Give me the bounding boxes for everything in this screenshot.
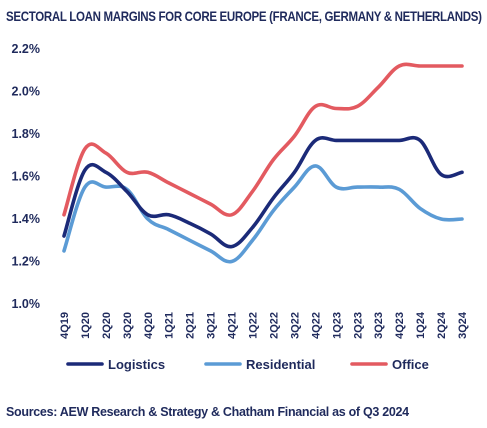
y-tick-label: 2.2%	[12, 42, 41, 56]
legend-label-residential: Residential	[246, 357, 315, 372]
legend: Logistics Residential Office	[66, 357, 429, 372]
x-tick-label: 1Q22	[248, 312, 260, 339]
y-tick-label: 1.8%	[12, 127, 41, 141]
x-tick-label: 2Q22	[268, 312, 280, 339]
y-tick-label: 1.4%	[12, 212, 41, 226]
x-tick-label: 3Q24	[457, 311, 469, 339]
y-tick-label: 1.2%	[12, 255, 41, 269]
x-tick-label: 3Q21	[206, 312, 218, 339]
legend-label-logistics: Logistics	[108, 357, 165, 372]
series-line-office	[62, 62, 464, 217]
y-axis: 1.0% 1.2% 1.4% 1.6% 1.8% 2.0% 2.2%	[12, 42, 41, 311]
x-tick-label: 2Q20	[101, 312, 113, 339]
x-tick-label: 3Q20	[122, 312, 134, 339]
source-note: Sources: AEW Research & Strategy & Chath…	[6, 405, 409, 419]
x-tick-label: 4Q21	[227, 312, 239, 339]
x-tick-label: 1Q23	[331, 312, 343, 339]
x-tick-label: 2Q21	[185, 312, 197, 339]
y-tick-label: 1.0%	[12, 297, 41, 311]
x-tick-label: 4Q22	[310, 312, 322, 339]
chart-title: SECTORAL LOAN MARGINS FOR CORE EUROPE (F…	[6, 8, 482, 24]
x-tick-label: 1Q21	[164, 312, 176, 339]
y-tick-label: 2.0%	[12, 85, 41, 99]
x-tick-label: 4Q19	[59, 312, 71, 339]
y-tick-label: 1.6%	[12, 170, 41, 184]
x-axis: 4Q19 1Q20 2Q20 3Q20 4Q20 1Q21 2Q21 3Q21 4Q21 1Q22…	[59, 311, 469, 339]
x-tick-label: 1Q24	[415, 311, 427, 339]
series-lines	[62, 62, 464, 264]
legend-label-office: Office	[392, 357, 429, 372]
x-tick-label: 3Q23	[373, 312, 385, 339]
x-tick-label: 3Q22	[289, 312, 301, 339]
x-tick-label: 2Q24	[436, 311, 448, 339]
line-chart: 1.0% 1.2% 1.4% 1.6% 1.8% 2.0% 2.2% 4Q19 1Q20 2Q2…	[12, 42, 470, 372]
series-line-logistics	[62, 135, 464, 249]
x-tick-label: 2Q23	[352, 312, 364, 339]
x-tick-label: 4Q23	[394, 312, 406, 339]
x-tick-label: 4Q20	[143, 312, 155, 339]
x-tick-label: 1Q20	[80, 312, 92, 339]
